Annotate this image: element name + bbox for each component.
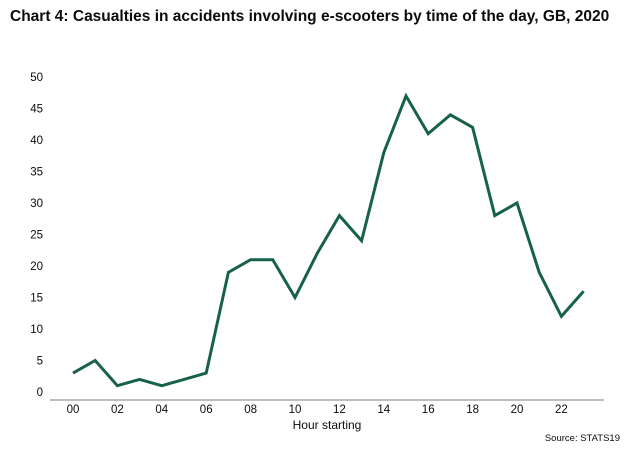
x-tick-label: 22 [555,404,568,416]
source-note: Source: STATS19 [544,433,620,444]
x-tick-label: 10 [289,404,302,416]
x-tick-label: 06 [200,404,213,416]
y-tick-label: 15 [30,293,43,305]
series-layer [72,92,585,388]
y-axis: 0 5 10 15 20 25 30 35 40 45 50 [30,72,43,399]
y-tick-label: 25 [30,230,43,242]
y-tick-label: 5 [37,356,43,368]
x-tick-label: 04 [155,404,168,416]
y-tick-label: 10 [30,324,43,336]
y-tick-label: 35 [30,167,43,179]
x-tick-label: 12 [333,404,346,416]
y-tick-label: 30 [30,198,43,210]
x-tick-label: 16 [422,404,435,416]
y-tick-label: 45 [30,104,43,116]
x-tick-label: 02 [111,404,124,416]
y-tick-label: 50 [30,72,43,84]
chart-title: Chart 4: Casualties in accidents involvi… [10,8,610,25]
series-line [72,92,585,388]
x-tick-label: 14 [377,404,390,416]
y-tick-label: 20 [30,261,43,273]
x-axis-label: Hour starting [293,418,362,432]
x-tick-label: 00 [67,404,80,416]
x-tick-label: 08 [244,404,257,416]
x-tick-label: 20 [511,404,524,416]
y-tick-label: 40 [30,135,43,147]
x-axis: 00 02 04 06 08 10 12 14 16 18 20 22 [50,399,604,416]
y-tick-label: 0 [37,387,43,399]
x-tick-label: 18 [466,404,479,416]
